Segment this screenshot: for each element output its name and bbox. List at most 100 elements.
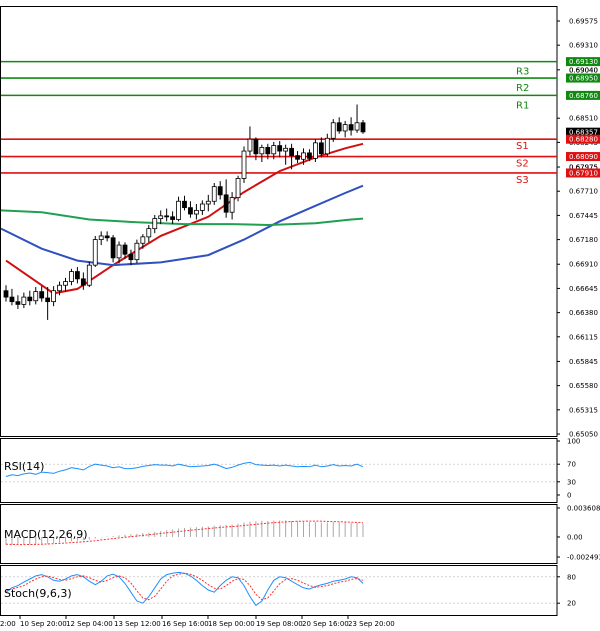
price-tick-label: 0.67445: [569, 212, 598, 220]
candle-body: [110, 237, 116, 259]
level-price-box-r2: [566, 73, 600, 83]
candle-body: [21, 296, 27, 305]
macd-tick-label: 0.003608: [567, 505, 600, 513]
candle-body: [235, 178, 241, 199]
price-tick-label: 0.66910: [569, 261, 598, 269]
stoch-tick-label: 80: [567, 573, 576, 581]
level-label-r3: R3: [516, 67, 529, 78]
rsi-label: RSI(14): [4, 460, 44, 473]
candle-body: [205, 200, 211, 205]
candle-body: [223, 194, 229, 213]
candle-body: [324, 137, 330, 155]
candle-body: [164, 215, 170, 218]
rsi-tick-label: 100: [567, 438, 580, 446]
candle-body: [211, 186, 217, 202]
level-price-label-r1: 0.68760: [569, 92, 598, 100]
time-tick-label: 13 Sep 12:00: [114, 620, 161, 628]
candle-body: [63, 281, 68, 286]
level-price-label-r3: 0.69130: [569, 58, 598, 66]
pane-frames: [0, 6, 558, 616]
level-label-r1: R1: [516, 100, 529, 111]
candle-body: [140, 236, 146, 244]
rsi-line: [5, 461, 364, 477]
price-tick-label: 0.67975: [569, 164, 598, 172]
level-price-box-r3: [566, 57, 600, 67]
candle-body: [69, 271, 74, 282]
price-tick-label: 0.69040: [569, 66, 598, 74]
level-price-box-s1: [566, 134, 600, 144]
candle-body: [86, 264, 92, 286]
pane-border-stoch: [0, 565, 558, 616]
stoch-d-line: [5, 572, 364, 601]
macd-tick-label: 0.00: [567, 533, 583, 541]
candle-body: [253, 138, 259, 155]
candle-body: [27, 296, 33, 302]
price-tick-label: 0.69310: [569, 42, 598, 50]
time-tick-label: 23 Sep 20:00: [348, 620, 395, 628]
candle-body: [283, 147, 289, 152]
price-tick-label: 0.66645: [569, 285, 598, 293]
candle-body: [57, 284, 62, 292]
candle-body: [122, 244, 128, 255]
candle-body: [342, 124, 348, 132]
price-tick-label: 0.65580: [569, 382, 598, 390]
candle-body: [45, 297, 51, 303]
moving-average-line-3: [0, 209, 364, 227]
candle-body: [241, 150, 247, 179]
level-price-label-s2: 0.68090: [569, 153, 598, 161]
candle-body: [33, 291, 39, 302]
current-price-box: [566, 127, 600, 137]
candle-body: [158, 215, 164, 220]
candle-body: [176, 200, 181, 220]
rsi-tick-label: 70: [567, 461, 576, 469]
candle-body: [146, 228, 152, 238]
candle-body: [277, 145, 283, 152]
level-price-label-s3: 0.67910: [569, 169, 598, 177]
macd-tick-label: -0.002493: [567, 554, 600, 562]
level-label-s3: S3: [516, 175, 529, 186]
rsi-pane: RSI(14): [1, 460, 557, 483]
candle-body: [15, 301, 21, 305]
level-price-box-r1: [566, 90, 600, 100]
price-pane: R3 R2 R1 S1 S2 S3: [0, 60, 557, 320]
candle-body: [312, 142, 318, 159]
moving-average-line-1: [5, 142, 364, 295]
time-tick-label: 2:00: [0, 620, 16, 628]
candle-body: [182, 200, 187, 209]
price-tick-label: 0.65315: [569, 406, 598, 414]
candle-body: [354, 122, 360, 131]
price-tick-label: 0.65845: [569, 358, 598, 366]
candle-body: [9, 296, 15, 303]
price-tick-label: 0.67710: [569, 188, 598, 196]
time-tick-label: 12 Sep 04:00: [66, 620, 113, 628]
macd-label: MACD(12,26,9): [4, 528, 88, 541]
time-tick-label: 10 Sep 20:00: [20, 620, 67, 628]
candle-body: [152, 218, 158, 230]
candle-body: [75, 271, 80, 280]
price-axis: 0.695750.693100.690400.685100.682450.679…: [557, 18, 600, 608]
price-tick-label: 0.67180: [569, 236, 598, 244]
candle-body: [39, 291, 45, 299]
level-price-box-s3: [566, 168, 600, 178]
candle-body: [295, 155, 300, 160]
price-tick-label: 0.66115: [569, 333, 598, 341]
current-price-label: 0.68357: [569, 129, 598, 137]
stoch-pane: Stoch(9,6,3): [1, 571, 557, 607]
candle-body: [193, 209, 199, 215]
rsi-tick-label: 0: [567, 492, 571, 500]
rsi-tick-label: 30: [567, 478, 576, 486]
price-tick-label: 0.69040: [569, 66, 598, 74]
candle-body: [265, 147, 271, 155]
time-tick-label: 19 Sep 08:00: [256, 620, 303, 628]
candle-body: [92, 239, 98, 266]
candle-body: [360, 122, 366, 133]
price-tick-label: 0.66380: [569, 309, 598, 317]
candle-body: [271, 145, 277, 155]
pane-border-macd: [0, 504, 558, 564]
level-label-r2: R2: [516, 83, 529, 94]
candle-body: [188, 207, 193, 215]
price-tick-label: 0.68510: [569, 115, 598, 123]
time-tick-label: 16 Sep 16:00: [162, 620, 209, 628]
level-label-s1: S1: [516, 141, 529, 152]
